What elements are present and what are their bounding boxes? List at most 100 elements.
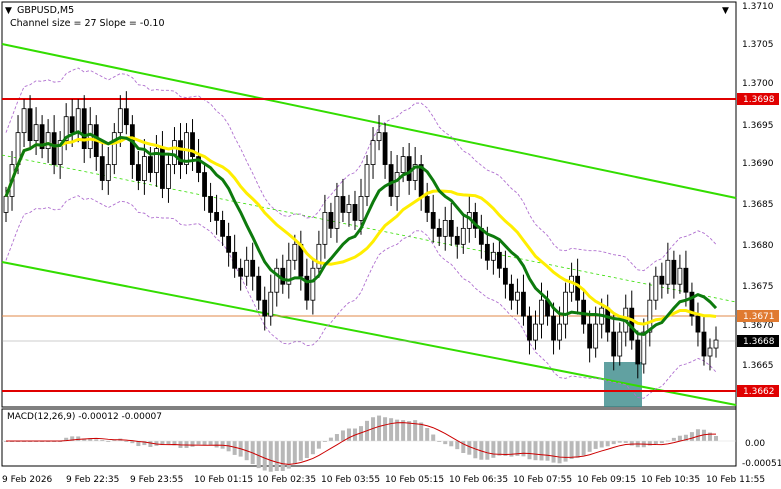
candle-body xyxy=(33,124,39,142)
candle-body xyxy=(3,196,9,213)
macd-bar xyxy=(371,417,376,441)
time-tick-label: 10 Feb 06:35 xyxy=(449,475,508,485)
macd-axis-label: -0.00051 xyxy=(742,459,781,469)
macd-bar xyxy=(431,434,436,441)
candle-body xyxy=(659,275,665,285)
price-tick-label: 1.3675 xyxy=(742,282,774,292)
price-tick-label: 1.3700 xyxy=(742,79,774,89)
macd-bar xyxy=(569,441,574,459)
time-tick-label: 10 Feb 09:15 xyxy=(577,475,636,485)
candle-body xyxy=(515,291,520,301)
macd-bar xyxy=(503,441,508,456)
candle-body xyxy=(454,235,460,245)
macd-bar xyxy=(346,428,351,441)
macd-bar xyxy=(340,430,345,441)
time-tick-label: 10 Feb 05:15 xyxy=(385,475,444,485)
time-tick-label: 10 Feb 03:55 xyxy=(321,475,380,485)
macd-bar xyxy=(142,441,147,446)
candle-body xyxy=(611,331,617,357)
macd-bar xyxy=(479,441,484,460)
macd-bar xyxy=(292,441,297,465)
macd-bar xyxy=(455,441,460,450)
candle-body xyxy=(635,339,641,365)
candle-body xyxy=(430,212,436,229)
macd-bar xyxy=(707,432,712,441)
macd-bar xyxy=(377,415,382,441)
macd-bar xyxy=(202,441,207,446)
macd-bar xyxy=(599,441,604,448)
candle-body xyxy=(527,315,532,341)
candle-body xyxy=(665,259,671,285)
candle-body xyxy=(424,196,430,213)
candle-body xyxy=(166,164,171,189)
candle-body xyxy=(551,315,556,341)
macd-bar xyxy=(623,441,628,443)
candle-body xyxy=(268,291,274,317)
macd-bar xyxy=(575,441,580,458)
macd-histogram xyxy=(4,415,718,472)
macd-bar xyxy=(310,441,315,455)
macd-bar xyxy=(515,441,520,456)
macd-bar xyxy=(328,437,333,441)
one-click-arrow[interactable]: ▼ xyxy=(722,6,729,16)
candle-body xyxy=(496,251,502,269)
candle-body xyxy=(286,259,292,285)
candle-body xyxy=(172,140,177,165)
macd-bar xyxy=(383,417,388,441)
time-tick-label: 10 Feb 02:35 xyxy=(257,475,316,485)
macd-bar xyxy=(82,438,87,441)
macd-bar xyxy=(395,419,400,441)
candle-body xyxy=(442,219,448,237)
candle-body xyxy=(382,132,388,165)
candle-body xyxy=(310,267,316,301)
macd-bar xyxy=(136,441,141,447)
envelope-lower xyxy=(5,195,717,399)
candle-body xyxy=(111,132,117,165)
macd-bar xyxy=(407,421,412,441)
candle-body xyxy=(202,172,207,197)
candle-body xyxy=(575,275,581,301)
candle-body xyxy=(250,259,256,277)
macd-bar xyxy=(449,441,454,447)
macd-bar xyxy=(695,429,700,441)
macd-bar xyxy=(124,441,129,442)
candle-body xyxy=(701,331,707,357)
macd-bar xyxy=(551,441,556,463)
candle-body xyxy=(605,307,611,333)
candle-body xyxy=(370,140,376,165)
candle-body xyxy=(39,124,45,149)
time-tick-label: 9 Feb 2026 xyxy=(2,475,53,485)
macd-bar xyxy=(533,441,538,461)
current-price-marker: 1.3671 xyxy=(743,312,775,322)
candle-body xyxy=(328,212,334,229)
macd-bar xyxy=(334,434,339,441)
candle-body xyxy=(148,156,153,173)
candle-body xyxy=(683,267,689,293)
level-high-marker: 1.3698 xyxy=(743,95,775,105)
level-low-marker: 1.3662 xyxy=(743,387,775,397)
macd-bar xyxy=(419,422,424,441)
candle-body xyxy=(69,116,75,134)
time-axis: 9 Feb 2026 9 Feb 22:35 9 Feb 23:55 10 Fe… xyxy=(2,475,765,485)
macd-bar xyxy=(359,426,363,441)
candles xyxy=(3,91,719,379)
macd-bar xyxy=(280,441,285,471)
time-tick-label: 10 Feb 01:15 xyxy=(194,475,253,485)
chart-direction-marker: ▼ xyxy=(5,6,12,16)
envelope-bands xyxy=(5,67,717,399)
candle-body xyxy=(256,275,262,301)
candle-body xyxy=(196,156,201,173)
candle-body xyxy=(244,259,250,277)
channel-lower-line xyxy=(1,261,737,406)
time-tick-label: 10 Feb 10:35 xyxy=(641,475,700,485)
moving-average-fast xyxy=(4,130,718,337)
macd-bar xyxy=(130,441,135,444)
macd-bar xyxy=(527,441,532,460)
macd-bar xyxy=(262,441,267,471)
macd-bar xyxy=(437,441,442,442)
candle-body xyxy=(292,243,298,261)
macd-bar xyxy=(443,441,448,445)
macd-bar xyxy=(214,441,219,448)
candle-body xyxy=(503,267,508,285)
